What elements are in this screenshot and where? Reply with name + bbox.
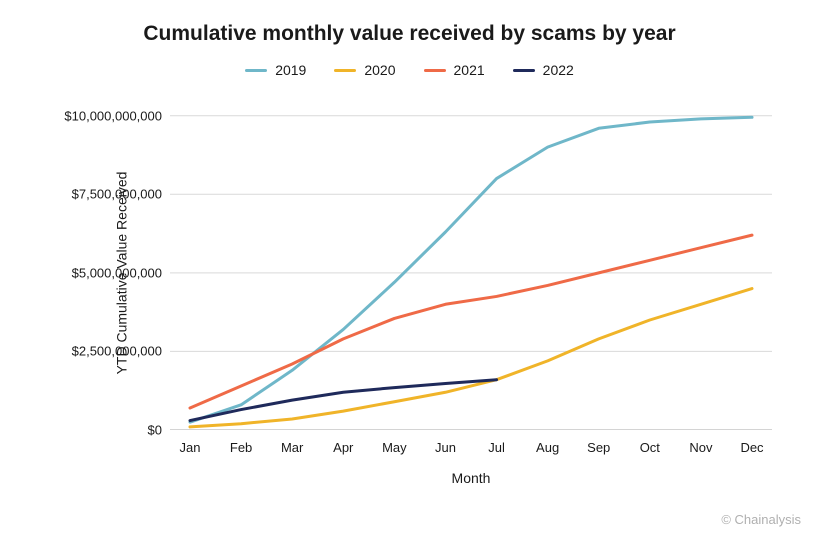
x-tick-label: Aug [536,440,559,455]
y-tick-label: $10,000,000,000 [64,108,162,123]
chart-title: Cumulative monthly value received by sca… [0,22,819,46]
x-tick-label: Feb [230,440,252,455]
legend-label: 2022 [543,62,574,78]
y-tick-label: $7,500,000,000 [72,187,162,202]
x-axis-title: Month [441,470,501,486]
x-tick-label: Dec [740,440,763,455]
legend-item: 2022 [513,62,574,78]
legend-item: 2019 [245,62,306,78]
legend-swatch [513,69,535,72]
legend-label: 2020 [364,62,395,78]
x-tick-label: Nov [689,440,712,455]
x-tick-label: Mar [281,440,303,455]
x-tick-label: May [382,440,407,455]
chart-container: Cumulative monthly value received by sca… [0,0,819,539]
attribution: © Chainalysis [721,512,801,527]
x-tick-label: Jun [435,440,456,455]
x-tick-label: Jan [180,440,201,455]
x-tick-label: Jul [488,440,505,455]
y-tick-label: $5,000,000,000 [72,265,162,280]
x-tick-label: Sep [587,440,610,455]
legend-item: 2021 [424,62,485,78]
x-tick-label: Oct [640,440,660,455]
legend-swatch [424,69,446,72]
y-tick-label: $0 [148,423,162,438]
series-line [190,289,752,427]
legend-label: 2021 [454,62,485,78]
legend-swatch [245,69,267,72]
legend-swatch [334,69,356,72]
y-tick-label: $2,500,000,000 [72,344,162,359]
x-tick-label: Apr [333,440,353,455]
series-line [190,117,752,422]
plot-area [170,100,772,430]
legend: 2019 2020 2021 2022 [0,62,819,78]
legend-item: 2020 [334,62,395,78]
series-line [190,380,497,421]
legend-label: 2019 [275,62,306,78]
